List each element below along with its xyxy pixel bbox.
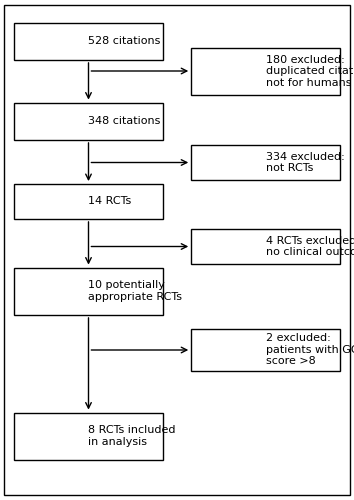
- Text: 4 RCTs excluded:
no clinical outcomes: 4 RCTs excluded: no clinical outcomes: [266, 236, 354, 258]
- Text: 180 excluded:
duplicated citations
not for humans: 180 excluded: duplicated citations not f…: [266, 54, 354, 88]
- FancyBboxPatch shape: [191, 48, 340, 95]
- FancyBboxPatch shape: [191, 145, 340, 180]
- FancyBboxPatch shape: [14, 102, 163, 140]
- Text: 348 citations: 348 citations: [88, 116, 161, 126]
- FancyBboxPatch shape: [191, 229, 340, 264]
- Text: 14 RCTs: 14 RCTs: [88, 196, 132, 206]
- FancyBboxPatch shape: [4, 5, 350, 495]
- FancyBboxPatch shape: [14, 268, 163, 315]
- Text: 2 excluded:
patients with GCS
score >8: 2 excluded: patients with GCS score >8: [266, 333, 354, 366]
- Text: 528 citations: 528 citations: [88, 36, 161, 46]
- FancyBboxPatch shape: [14, 22, 163, 60]
- Text: 8 RCTs included
in analysis: 8 RCTs included in analysis: [88, 426, 176, 447]
- FancyBboxPatch shape: [14, 412, 163, 460]
- FancyBboxPatch shape: [191, 328, 340, 371]
- Text: 334 excluded:
not RCTs: 334 excluded: not RCTs: [266, 152, 344, 174]
- FancyBboxPatch shape: [14, 184, 163, 219]
- Text: 10 potentially
appropriate RCTs: 10 potentially appropriate RCTs: [88, 280, 183, 302]
